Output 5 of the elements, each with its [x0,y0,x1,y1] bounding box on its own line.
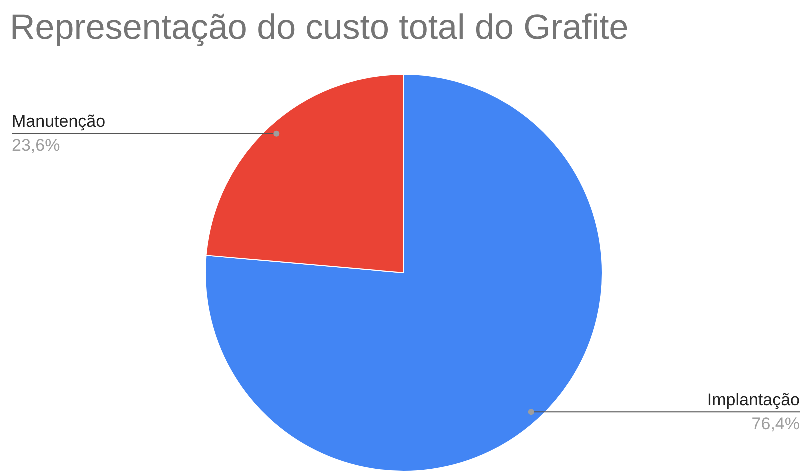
data-label: 23,6% [12,136,60,156]
data-label: 76,4% [752,414,800,434]
slice-label: Implantação [707,390,800,410]
chart-title: Representação do custo total do Grafite [10,8,629,48]
slice-label: Manutenção [12,112,106,132]
